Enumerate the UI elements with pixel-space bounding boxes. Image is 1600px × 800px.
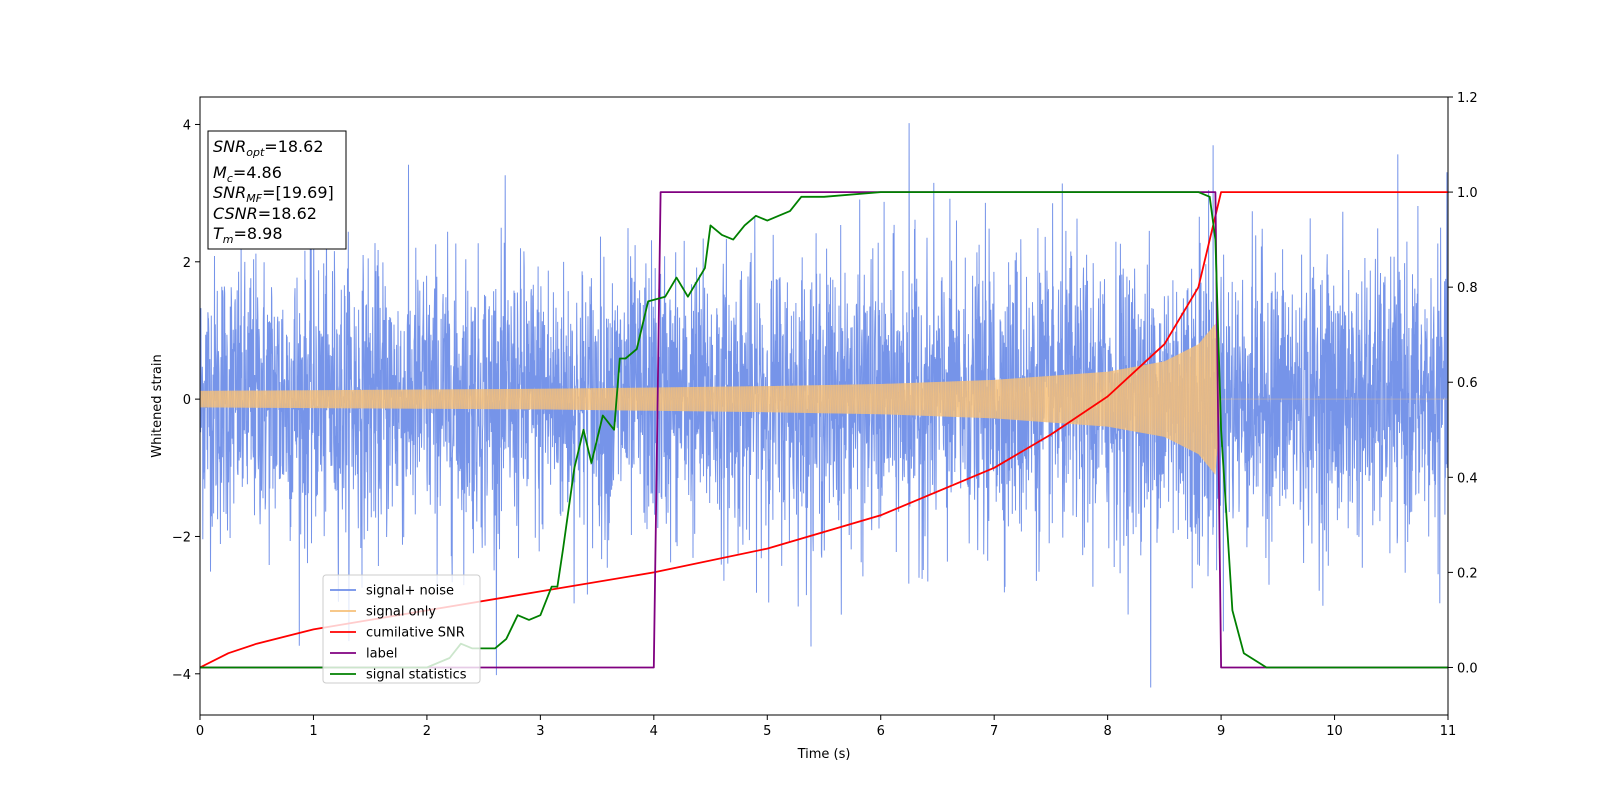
x-tick-label: 10 [1326,724,1343,739]
y2-tick-label: 0.2 [1457,566,1478,581]
x-tick-label: 6 [877,724,885,739]
info-box: SNRopt=18.62 Mc=4.86 SNRMF=[19.69] CSNR=… [207,130,347,250]
y2-tick-label: 0.8 [1457,281,1478,296]
x-tick-label: 3 [536,724,544,739]
x-tick-label: 11 [1440,724,1457,739]
legend: signal+ noise signal only cumilative SNR la… [322,574,481,684]
info-csnr: CSNR=18.62 [213,204,317,223]
series-signal-statistics-line [200,191,1448,669]
y-axis-label: Whitened strain [150,354,165,457]
info-snr-opt: SNRopt=18.62 [213,137,324,159]
x-tick-label: 9 [1217,724,1225,739]
info-tm: Tm=8.98 [213,224,283,246]
legend-label: label [366,647,397,662]
x-tick-label: 5 [763,724,771,739]
legend-label: signal statistics [366,668,467,683]
info-mc: Mc=4.86 [213,163,282,185]
y-tick-label: 2 [183,256,191,271]
x-tick-label: 4 [650,724,658,739]
y2-tick-label: 1.2 [1457,91,1478,106]
info-snr-mf: SNRMF=[19.69] [213,183,334,205]
x-axis-label: Time (s) [797,747,851,762]
y2-tick-label: 0.4 [1457,471,1478,486]
legend-frame [322,574,481,684]
x-tick-label: 0 [196,724,204,739]
y2-tick-label: 0.6 [1457,376,1478,391]
y-tick-label: −4 [172,668,191,683]
y-tick-label: 4 [183,118,191,133]
plot-frame [199,96,1449,716]
x-tick-label: 8 [1103,724,1111,739]
series-layer [200,123,1448,688]
axes-layer: 0 1 2 3 4 5 6 7 8 9 10 11 −4 −2 0 2 4 0.0 0.2 0.4 0.6 0.8 1.0 1… [172,91,1478,739]
x-tick-label: 1 [309,724,317,739]
series-cumulative-snr-line [200,191,1448,669]
y2-tick-label: 1.0 [1457,186,1478,201]
legend-label: cumilative SNR [366,626,465,641]
info-box-frame [207,130,347,250]
y-tick-label: −2 [172,530,191,545]
y-tick-label: 0 [183,393,191,408]
legend-label: signal+ noise [366,584,454,599]
series-signal-only-line [200,324,1448,475]
x-tick-label: 2 [423,724,431,739]
legend-entries: signal+ noise signal only cumilative SNR la… [330,584,467,683]
y2-tick-label: 0.0 [1457,661,1478,676]
x-tick-label: 7 [990,724,998,739]
legend-label: signal only [366,605,436,620]
